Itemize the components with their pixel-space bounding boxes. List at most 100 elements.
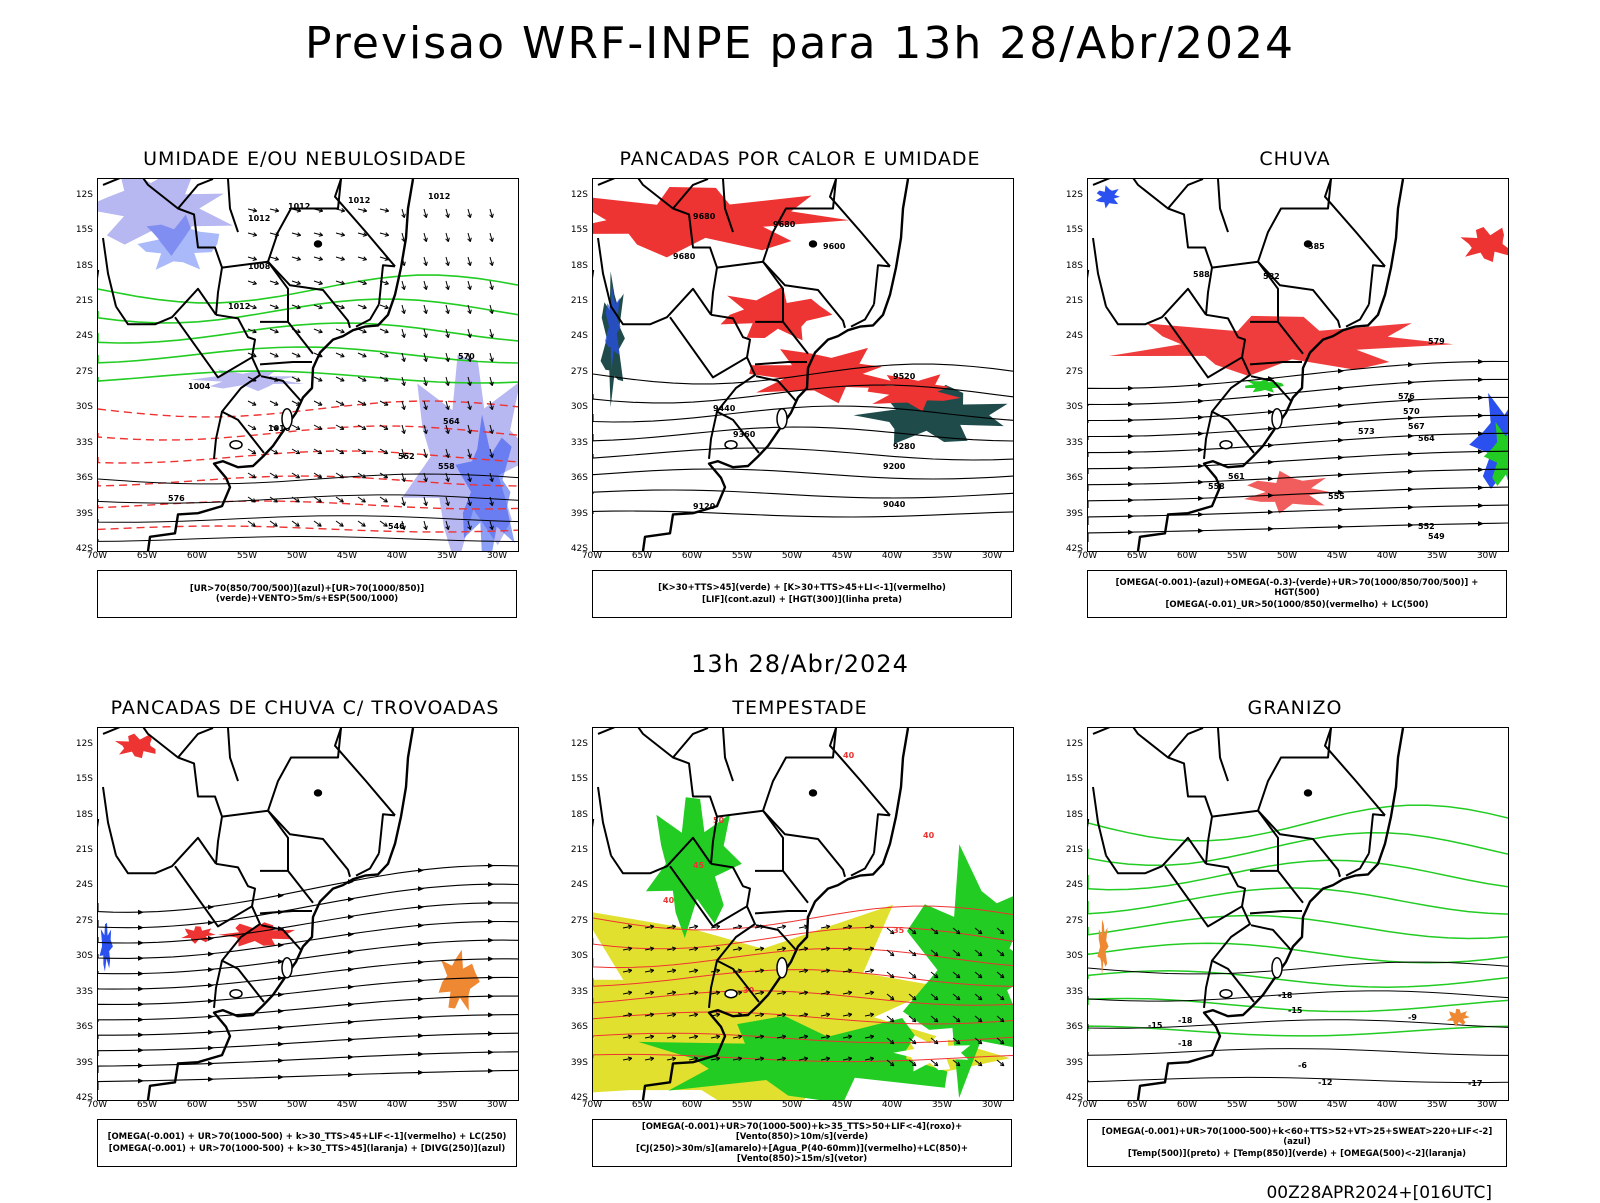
contour-label: 9600 bbox=[823, 242, 846, 251]
panel-title: GRANIZO bbox=[1075, 697, 1515, 719]
contour-label: -18 bbox=[1178, 1039, 1193, 1048]
latitude-tick-label: 30S bbox=[571, 402, 588, 412]
legend-line: [OMEGA(-0.001)+UR>70(1000-500)+k>35_TTS>… bbox=[597, 1122, 1007, 1142]
latitude-tick-label: 39S bbox=[1066, 1058, 1083, 1068]
latitude-tick-label: 39S bbox=[571, 509, 588, 519]
panel-title: UMIDADE E/OU NEBULOSIDADE bbox=[85, 148, 525, 170]
longitude-tick-label: 55W bbox=[1227, 1100, 1247, 1110]
longitude-tick-label: 70W bbox=[87, 551, 107, 561]
contour-label: 579 bbox=[1428, 337, 1445, 346]
legend-line: [CJ(250)>30m/s](amarelo)+[Agua_P(40-60mm… bbox=[597, 1144, 1007, 1164]
panel-legend: [K>30+TTS>45](verde) + [K>30+TTS>45+LI<-… bbox=[592, 570, 1012, 618]
lagoa-dos-patos bbox=[1272, 958, 1282, 978]
longitude-tick-label: 55W bbox=[732, 551, 752, 561]
latitude-tick-label: 15S bbox=[1066, 225, 1083, 235]
lagoa-dos-patos bbox=[282, 958, 292, 978]
longitude-tick-label: 35W bbox=[1427, 551, 1447, 561]
latitude-tick-label: 21S bbox=[1066, 845, 1083, 855]
latitude-tick-label: 33S bbox=[76, 438, 93, 448]
longitude-tick-label: 60W bbox=[1177, 551, 1197, 561]
contour-label: 564 bbox=[1418, 434, 1435, 443]
longitude-tick-label: 40W bbox=[387, 1100, 407, 1110]
latitude-tick-label: 27S bbox=[76, 367, 93, 377]
contour-label: 576 bbox=[1398, 392, 1415, 401]
longitude-tick-label: 35W bbox=[932, 551, 952, 561]
contour-label: 546 bbox=[388, 522, 405, 531]
latitude-tick-label: 18S bbox=[1066, 810, 1083, 820]
contour-label: -18 bbox=[1178, 1016, 1193, 1025]
contour-label: 552 bbox=[398, 452, 415, 461]
latitude-tick-label: 33S bbox=[76, 987, 93, 997]
contour-label: 558 bbox=[1208, 482, 1225, 491]
latitude-tick-label: 36S bbox=[571, 1022, 588, 1032]
longitude-tick-label: 55W bbox=[237, 551, 257, 561]
longitude-tick-label: 50W bbox=[287, 1100, 307, 1110]
longitude-tick-label: 70W bbox=[582, 551, 602, 561]
contour-label: 9040 bbox=[883, 500, 906, 509]
latitude-tick-label: 33S bbox=[1066, 987, 1083, 997]
latitude-tick-label: 21S bbox=[571, 296, 588, 306]
longitude-tick-label: 60W bbox=[1177, 1100, 1197, 1110]
longitude-tick-label: 65W bbox=[137, 551, 157, 561]
contour-label: 576 bbox=[168, 494, 185, 503]
contour-label: -12 bbox=[1318, 1078, 1332, 1087]
latitude-tick-label: 12S bbox=[76, 190, 93, 200]
lagoa-dos-patos bbox=[282, 409, 292, 429]
longitude-tick-label: 40W bbox=[1377, 551, 1397, 561]
latitude-tick-label: 24S bbox=[1066, 880, 1083, 890]
latitude-tick-label: 15S bbox=[76, 774, 93, 784]
latitude-tick-label: 18S bbox=[76, 261, 93, 271]
contour-label: 1012 bbox=[228, 302, 250, 311]
longitude-tick-label: 45W bbox=[832, 551, 852, 561]
longitude-tick-label: 50W bbox=[782, 551, 802, 561]
longitude-tick-label: 30W bbox=[1477, 551, 1497, 561]
legend-line: [LIF](cont.azul) + [HGT(300)](linha pret… bbox=[702, 595, 902, 605]
longitude-tick-label: 60W bbox=[682, 1100, 702, 1110]
map-svg bbox=[98, 728, 518, 1100]
legend-line: [OMEGA(-0.01)_UR>50(1000/850)(vermelho) … bbox=[1165, 600, 1428, 610]
brasilia-marker bbox=[810, 241, 816, 246]
latitude-tick-label: 30S bbox=[1066, 402, 1083, 412]
lagoa-dos-patos bbox=[777, 409, 787, 429]
longitude-tick-label: 55W bbox=[732, 1100, 752, 1110]
longitude-tick-label: 65W bbox=[1127, 1100, 1147, 1110]
latitude-tick-label: 21S bbox=[76, 845, 93, 855]
brasilia-marker bbox=[315, 790, 321, 795]
latitude-tick-label: 30S bbox=[571, 951, 588, 961]
longitude-tick-label: 40W bbox=[882, 1100, 902, 1110]
contour-label: -18 bbox=[1278, 991, 1293, 1000]
contour-label: 1012 bbox=[428, 192, 450, 201]
latitude-tick-label: 12S bbox=[1066, 739, 1083, 749]
panel-title: PANCADAS POR CALOR E UMIDADE bbox=[580, 148, 1020, 170]
longitude-tick-label: 30W bbox=[982, 1100, 1002, 1110]
latitude-tick-label: 36S bbox=[571, 473, 588, 483]
contour-label: 558 bbox=[438, 462, 455, 471]
latitude-tick-label: 39S bbox=[1066, 509, 1083, 519]
longitude-tick-label: 45W bbox=[337, 551, 357, 561]
contour-label: 1012 bbox=[248, 214, 270, 223]
brasilia-marker bbox=[810, 790, 816, 795]
latitude-tick-label: 18S bbox=[571, 810, 588, 820]
latitude-tick-label: 36S bbox=[1066, 473, 1083, 483]
latitude-tick-label: 39S bbox=[571, 1058, 588, 1068]
contour-label: -9 bbox=[1408, 1013, 1417, 1022]
latitude-tick-label: 27S bbox=[1066, 916, 1083, 926]
legend-line: [OMEGA(-0.001) + UR>70(1000-500) + k>30_… bbox=[109, 1144, 505, 1154]
legend-line: [OMEGA(-0.001)+UR>70(1000-500)+k<60+TTS>… bbox=[1092, 1127, 1502, 1147]
latitude-tick-label: 30S bbox=[1066, 951, 1083, 961]
map-svg: 5885855825795765735705675645615585555525… bbox=[1088, 179, 1508, 551]
reservoir bbox=[230, 441, 242, 449]
longitude-tick-label: 40W bbox=[387, 551, 407, 561]
longitude-tick-label: 65W bbox=[1127, 551, 1147, 561]
longitude-tick-label: 30W bbox=[487, 551, 507, 561]
latitude-tick-label: 36S bbox=[1066, 1022, 1083, 1032]
